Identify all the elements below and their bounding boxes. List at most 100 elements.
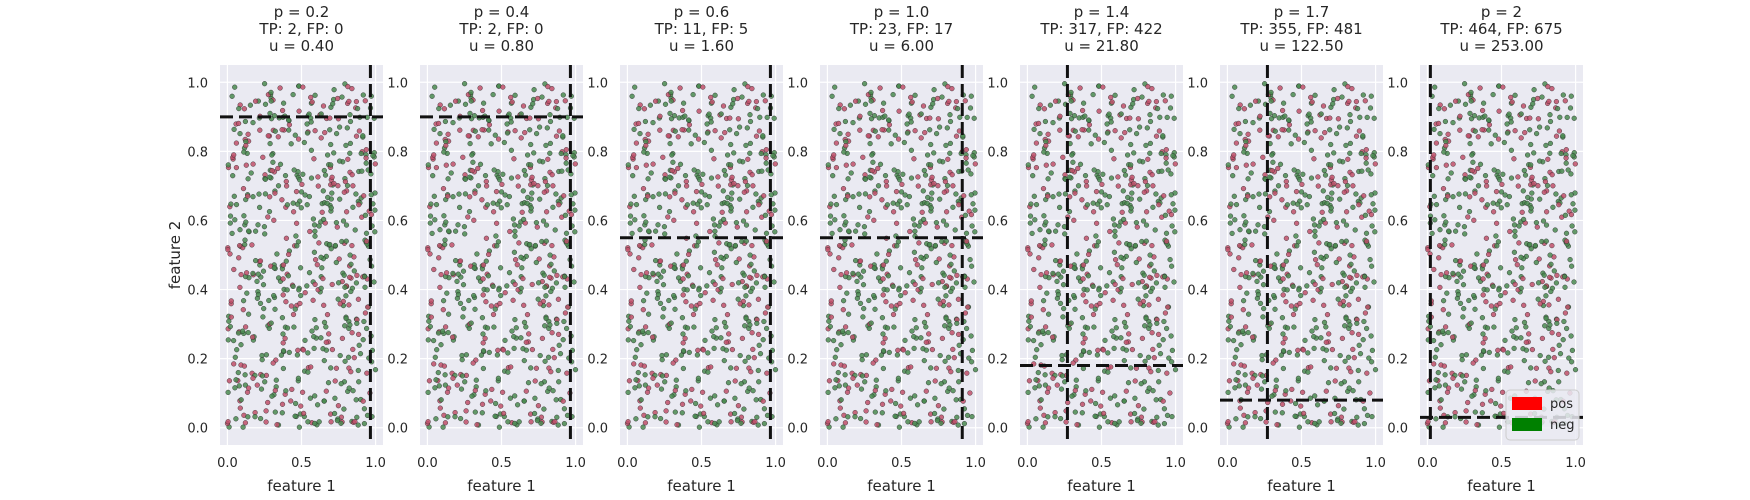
scatter-point-neg <box>242 118 249 125</box>
scatter-point-neg <box>331 410 338 417</box>
scatter-point-neg <box>1094 201 1101 207</box>
scatter-point-pos <box>265 399 271 406</box>
scatter-point-neg <box>1368 171 1374 177</box>
scatter-point-pos <box>919 209 925 215</box>
scatter-point-neg <box>442 241 448 248</box>
scatter-point-neg <box>672 306 678 312</box>
scatter-point-neg <box>331 87 337 93</box>
scatter-point-neg <box>680 100 687 106</box>
scatter-point-neg <box>354 105 361 112</box>
scatter-point-neg <box>1148 288 1154 295</box>
scatter-point-pos <box>345 156 351 162</box>
scatter-point-neg <box>1542 323 1548 329</box>
scatter-point-neg <box>342 358 348 364</box>
scatter-point-pos <box>724 311 731 318</box>
scatter-point-neg <box>1570 201 1576 207</box>
scatter-point-neg <box>491 167 497 173</box>
scatter-point-neg <box>1286 349 1292 356</box>
scatter-point-neg <box>1364 412 1371 419</box>
scatter-point-pos <box>1534 95 1541 102</box>
scatter-point-pos <box>471 217 477 223</box>
scatter-point-neg <box>650 194 656 200</box>
scatter-point-neg <box>1280 331 1286 337</box>
scatter-point-neg <box>255 271 261 277</box>
scatter-point-pos <box>1320 103 1327 109</box>
scatter-point-pos <box>443 162 449 168</box>
scatter-point-pos <box>914 262 920 268</box>
scatter-point-neg <box>880 348 887 354</box>
scatter-point-neg <box>242 237 248 243</box>
scatter-point-neg <box>1070 159 1076 165</box>
scatter-point-pos <box>628 298 634 304</box>
scatter-point-pos <box>628 314 634 320</box>
scatter-point-neg <box>1343 293 1349 299</box>
scatter-point-neg <box>892 413 898 419</box>
scatter-point-pos <box>1507 228 1513 235</box>
scatter-point-neg <box>547 118 554 125</box>
scatter-point-neg <box>353 280 360 286</box>
scatter-point-neg <box>467 110 473 117</box>
scatter-point-neg <box>732 395 738 401</box>
scatter-point-neg <box>691 167 697 173</box>
scatter-point-neg <box>739 94 745 100</box>
scatter-point-neg <box>343 315 349 322</box>
scatter-point-pos <box>915 174 921 180</box>
scatter-point-neg <box>1267 174 1273 180</box>
scatter-point-neg <box>1038 397 1044 403</box>
scatter-point-neg <box>492 132 498 138</box>
scatter-point-neg <box>638 342 644 348</box>
scatter-point-pos <box>718 135 724 141</box>
scatter-point-pos <box>708 94 714 101</box>
scatter-point-neg <box>1306 193 1313 200</box>
scatter-point-neg <box>1308 175 1315 181</box>
scatter-point-neg <box>305 350 311 356</box>
scatter-point-pos <box>1146 302 1152 308</box>
scatter-point-pos <box>1353 98 1360 105</box>
scatter-point-neg <box>528 365 534 371</box>
scatter-point-neg <box>1295 375 1302 381</box>
scatter-point-neg <box>912 228 918 234</box>
scatter-point-neg <box>1143 222 1150 228</box>
scatter-point-neg <box>936 158 943 164</box>
scatter-point-pos <box>280 292 286 298</box>
scatter-point-neg <box>1348 288 1354 295</box>
scatter-point-neg <box>1488 141 1494 147</box>
scatter-point-neg <box>1311 345 1317 352</box>
scatter-point-neg <box>242 382 249 388</box>
scatter-point-pos <box>1300 347 1307 353</box>
scatter-point-neg <box>343 238 349 244</box>
scatter-point-pos <box>735 403 742 409</box>
scatter-point-neg <box>500 171 506 177</box>
scatter-point-pos <box>934 224 940 230</box>
scatter-point-neg <box>359 168 365 174</box>
scatter-point-neg <box>1472 306 1478 312</box>
scatter-point-pos <box>274 422 280 428</box>
scatter-point-neg <box>1112 228 1118 234</box>
scatter-point-neg <box>294 352 301 358</box>
scatter-point-neg <box>1121 319 1128 326</box>
scatter-point-pos <box>1290 311 1297 318</box>
scatter-point-neg <box>633 201 640 208</box>
scatter-point-pos <box>710 297 716 303</box>
scatter-point-pos <box>888 398 894 404</box>
scatter-point-neg <box>1025 389 1031 396</box>
scatter-point-neg <box>1229 93 1235 99</box>
scatter-point-neg <box>1233 201 1240 208</box>
scatter-point-neg <box>1455 222 1461 228</box>
scatter-point-neg <box>1337 352 1343 359</box>
panel-title-line: TP: 23, FP: 17 <box>849 20 953 38</box>
scatter-point-neg <box>541 406 547 412</box>
scatter-point-pos <box>1299 181 1305 188</box>
scatter-point-neg <box>1298 292 1304 299</box>
scatter-point-pos <box>719 209 725 215</box>
y-tick-label: 1.0 <box>587 76 608 91</box>
scatter-point-neg <box>492 400 499 407</box>
scatter-point-pos <box>1300 410 1307 417</box>
scatter-point-pos <box>729 281 735 288</box>
scatter-point-neg <box>1168 171 1174 177</box>
scatter-point-pos <box>633 164 640 171</box>
scatter-point-neg <box>1533 130 1540 137</box>
scatter-point-neg <box>290 283 296 290</box>
scatter-point-pos <box>1529 174 1535 180</box>
scatter-point-neg <box>1353 191 1359 197</box>
